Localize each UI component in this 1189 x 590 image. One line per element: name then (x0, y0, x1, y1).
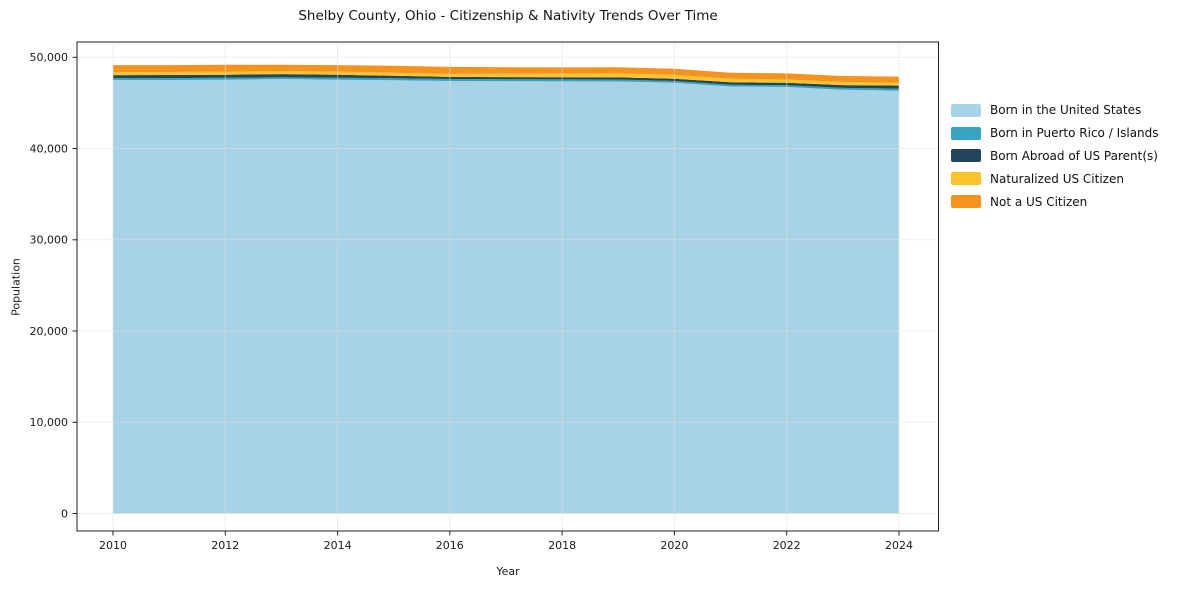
x-axis-label: Year (496, 565, 520, 578)
plot-border (76, 41, 939, 532)
area-not-a-us-citizen (113, 64, 899, 83)
y-tick-label: 10,000 (30, 416, 69, 429)
legend-label-puerto-rico: Born in Puerto Rico / Islands (990, 126, 1159, 141)
area-born-in-puerto-rico-islands (113, 77, 899, 91)
chart-title: Shelby County, Ohio - Citizenship & Nati… (298, 8, 718, 24)
x-tick-label: 2014 (324, 539, 352, 552)
y-axis-label: Population (9, 258, 23, 316)
x-tick-label: 2020 (660, 539, 688, 552)
legend-swatch-not-citizen (951, 195, 981, 209)
area-born-abroad-of-us-parent-s (113, 74, 899, 89)
legend-item: Naturalized US Citizen (951, 167, 1159, 190)
x-tick-label: 2018 (548, 539, 576, 552)
legend-item: Born in the United States (951, 99, 1159, 122)
legend-item: Born Abroad of US Parent(s) (951, 145, 1159, 168)
x-tick-label: 2016 (436, 539, 464, 552)
legend-label-naturalized: Naturalized US Citizen (990, 171, 1124, 186)
x-tick-label: 2022 (773, 539, 801, 552)
legend-label-born-abroad: Born Abroad of US Parent(s) (990, 148, 1158, 163)
legend-item: Not a US Citizen (951, 190, 1159, 213)
legend-swatch-puerto-rico (951, 126, 981, 140)
y-tick-label: 40,000 (30, 142, 69, 155)
legend: Born in the United States Born in Puerto… (951, 99, 1159, 213)
x-tick-label: 2024 (885, 539, 913, 552)
y-tick-label: 30,000 (30, 234, 69, 247)
gridlines (77, 42, 939, 531)
y-tick-label: 50,000 (30, 51, 69, 64)
legend-item: Born in Puerto Rico / Islands (951, 122, 1159, 145)
x-tick-label: 2010 (99, 539, 127, 552)
tick-labels: 2010 2012 2014 2016 2018 2020 2022 2024 0 10,000 2… (30, 51, 914, 552)
area-naturalized-us-citizen (113, 71, 899, 86)
axis-ticks (72, 56, 900, 536)
legend-label-born-us: Born in the United States (990, 103, 1142, 118)
y-tick-label: 0 (61, 507, 68, 520)
x-tick-label: 2012 (211, 539, 239, 552)
area-born-in-the-united-states (113, 79, 899, 514)
legend-swatch-born-abroad (951, 149, 981, 163)
legend-swatch-born-us (951, 103, 981, 117)
y-tick-label: 20,000 (30, 325, 69, 338)
legend-swatch-naturalized (951, 172, 981, 186)
legend-label-not-citizen: Not a US Citizen (990, 194, 1088, 209)
